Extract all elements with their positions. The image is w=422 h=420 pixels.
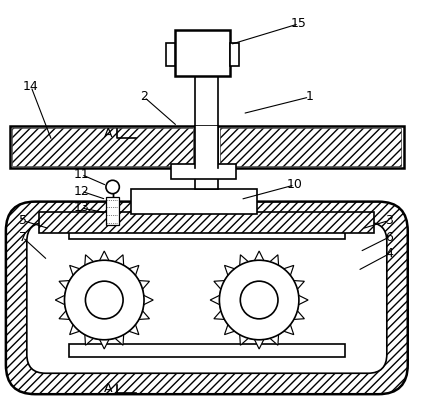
Bar xyxy=(195,76,218,126)
Bar xyxy=(220,129,401,166)
Text: 14: 14 xyxy=(23,80,39,93)
Bar xyxy=(69,231,345,239)
Circle shape xyxy=(240,281,278,319)
Bar xyxy=(171,164,236,178)
Text: 3: 3 xyxy=(385,214,393,227)
Text: 11: 11 xyxy=(73,168,89,181)
Circle shape xyxy=(219,260,299,340)
Text: 5: 5 xyxy=(19,214,27,227)
Bar xyxy=(195,126,218,168)
Bar xyxy=(39,212,374,233)
Circle shape xyxy=(106,180,119,194)
Polygon shape xyxy=(210,251,308,349)
Text: 10: 10 xyxy=(287,178,303,192)
Bar xyxy=(195,168,218,189)
Text: 4: 4 xyxy=(385,247,393,260)
Circle shape xyxy=(85,281,123,319)
Text: 1: 1 xyxy=(306,90,313,103)
Text: 7: 7 xyxy=(19,231,27,244)
FancyBboxPatch shape xyxy=(27,223,387,373)
FancyBboxPatch shape xyxy=(6,202,408,394)
Bar xyxy=(132,189,257,214)
Bar xyxy=(166,42,176,66)
Text: 6: 6 xyxy=(385,231,393,244)
Bar xyxy=(69,344,345,357)
Text: A: A xyxy=(104,382,113,395)
Circle shape xyxy=(65,260,144,340)
Text: 13: 13 xyxy=(73,202,89,214)
Polygon shape xyxy=(55,251,153,349)
Bar xyxy=(176,30,230,76)
Bar xyxy=(195,126,218,168)
Text: 12: 12 xyxy=(73,185,89,198)
Bar xyxy=(106,197,119,225)
Text: A: A xyxy=(104,127,113,140)
Bar xyxy=(10,126,403,168)
Text: 2: 2 xyxy=(140,90,148,103)
Text: 15: 15 xyxy=(291,17,307,30)
Bar xyxy=(230,42,239,66)
Bar xyxy=(12,129,193,166)
